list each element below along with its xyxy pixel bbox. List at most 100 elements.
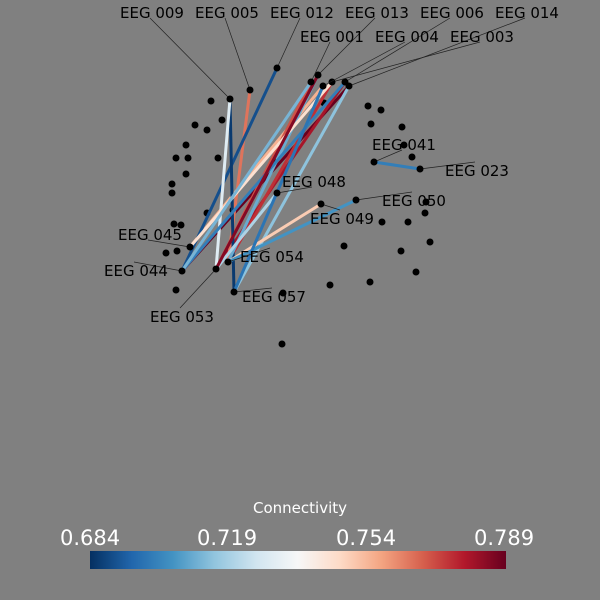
- sensor-dot: [319, 82, 327, 90]
- sensor-dot: [317, 200, 325, 208]
- connection-line: [232, 85, 351, 293]
- connection-line: [188, 81, 334, 248]
- sensor-dot: [397, 247, 405, 255]
- colorbar-tick: 0.719: [197, 526, 258, 550]
- label-leader-line: [310, 41, 331, 83]
- sensor-dot: [168, 180, 176, 188]
- sensor-dot: [203, 126, 211, 134]
- sensor-dot: [214, 154, 222, 162]
- sensor-dot: [377, 106, 385, 114]
- sensor-label: EEG 050: [382, 192, 446, 210]
- connection-line: [227, 202, 322, 264]
- sensor-dot: [246, 86, 254, 94]
- connection-line: [214, 98, 232, 270]
- sensor-label: EEG 013: [345, 4, 409, 22]
- sensor-label: EEG 044: [104, 262, 168, 280]
- sensor-dot: [182, 170, 190, 178]
- sensor-label: EEG 023: [445, 162, 509, 180]
- sensor-dot: [278, 340, 286, 348]
- label-leader-line: [373, 149, 403, 163]
- sensor-dot: [364, 102, 372, 110]
- sensor-label: EEG 006: [420, 4, 484, 22]
- connection-line: [180, 81, 313, 272]
- sensor-dot: [345, 82, 353, 90]
- sensor-dot: [314, 71, 322, 79]
- sensor-dot: [212, 265, 220, 273]
- sensor-dot: [404, 218, 412, 226]
- label-leader-line: [276, 186, 313, 194]
- sensor-dot: [178, 267, 186, 275]
- label-leader-line: [331, 41, 481, 83]
- sensor-dot: [170, 220, 178, 228]
- sensor-dot: [172, 286, 180, 294]
- colorbar-title: Connectivity: [253, 499, 347, 517]
- connection-line: [232, 85, 325, 293]
- sensor-dot: [218, 116, 226, 124]
- sensor-label: EEG 003: [450, 28, 514, 46]
- sensor-dot: [416, 165, 424, 173]
- sensor-label: EEG 054: [240, 248, 304, 266]
- sensor-dot: [207, 97, 215, 105]
- sensor-dot: [224, 258, 232, 266]
- sensor-dot: [426, 238, 434, 246]
- label-leader-line: [179, 268, 217, 309]
- sensor-dot: [367, 120, 375, 128]
- connection-line: [214, 74, 320, 270]
- sensor-dot: [273, 64, 281, 72]
- colorbar: [90, 551, 506, 569]
- sensor-dot: [226, 95, 234, 103]
- sensor-dot: [370, 158, 378, 166]
- sensor-label: EEG 041: [372, 136, 436, 154]
- sensor-dot: [352, 196, 360, 204]
- connection-line: [214, 192, 279, 270]
- label-leader-line: [348, 17, 526, 87]
- sensor-label: EEG 004: [375, 28, 439, 46]
- label-leader-line: [317, 17, 376, 76]
- sensor-dot: [177, 221, 185, 229]
- label-leader-line: [227, 247, 271, 263]
- sensor-dot: [279, 289, 287, 297]
- sensor-label: EEG 012: [270, 4, 334, 22]
- label-leader-line: [276, 17, 301, 69]
- sensor-dot: [191, 121, 199, 129]
- sensor-dot: [273, 189, 281, 197]
- sensor-label: EEG 045: [118, 226, 182, 244]
- connection-line: [214, 81, 347, 270]
- sensor-label: EEG 009: [120, 4, 184, 22]
- colorbar-tick: 0.684: [60, 526, 121, 550]
- sensor-dot: [162, 249, 170, 257]
- sensor-dot: [340, 242, 348, 250]
- label-leader-line: [322, 41, 406, 87]
- sensor-dot: [326, 281, 334, 289]
- sensor-label: EEG 001: [300, 28, 364, 46]
- label-leader-line: [233, 287, 273, 293]
- sensor-dot: [172, 154, 180, 162]
- sensor-dot: [186, 243, 194, 251]
- sensor-label: EEG 048: [282, 173, 346, 191]
- sensor-dot: [184, 154, 192, 162]
- sensor-dot: [168, 189, 176, 197]
- sensor-dot: [182, 141, 190, 149]
- sensor-label: EEG 049: [310, 210, 374, 228]
- label-leader-line: [224, 17, 251, 91]
- sensor-dot: [378, 218, 386, 226]
- sensor-label: EEG 005: [195, 4, 259, 22]
- sensor-label: EEG 014: [495, 4, 559, 22]
- label-leader-line: [344, 17, 451, 83]
- sensor-label: EEG 053: [150, 308, 214, 326]
- sensor-dot: [366, 278, 374, 286]
- label-leader-line: [147, 239, 191, 248]
- sensor-dot: [307, 78, 315, 86]
- sensor-dot: [230, 288, 238, 296]
- sensor-dot: [422, 198, 430, 206]
- label-leader-line: [355, 191, 413, 201]
- sensor-dot: [412, 268, 420, 276]
- label-leader-line: [419, 161, 476, 170]
- sensor-label: EEG 057: [242, 288, 306, 306]
- label-leader-line: [133, 261, 183, 272]
- connection-line: [227, 198, 357, 264]
- label-leader-line: [149, 17, 231, 100]
- connection-line: [373, 160, 421, 171]
